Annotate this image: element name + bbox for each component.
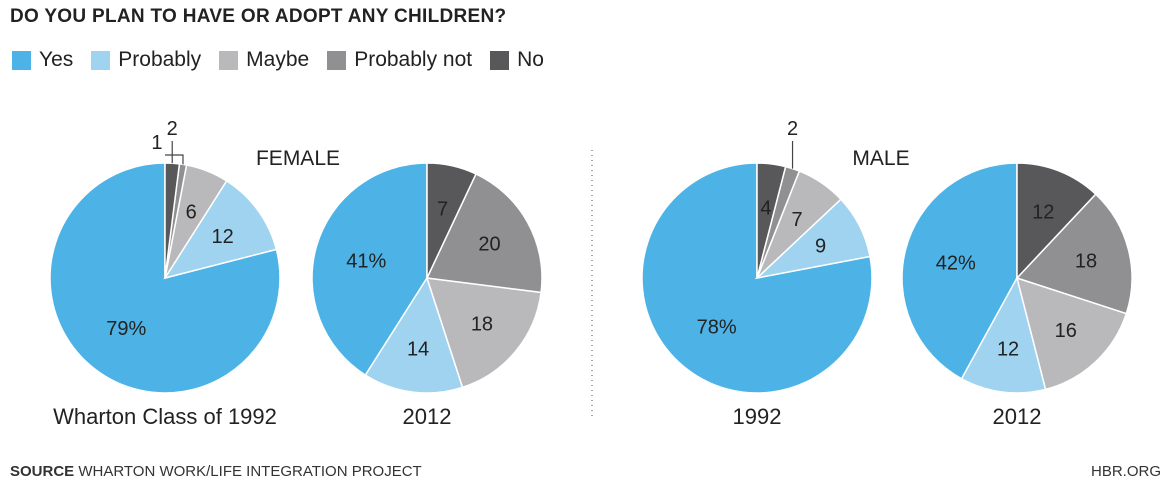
- pie3-label-0: 78%: [697, 317, 737, 339]
- pie2-slice-probably-not: [425, 172, 543, 294]
- pie4-label-4: 12: [1032, 202, 1054, 224]
- pie4-slice-no: [1016, 162, 1097, 280]
- pie4-label-3: 18: [1075, 250, 1097, 272]
- source-label: SOURCE: [10, 463, 75, 480]
- legend-label-no: No: [517, 48, 544, 71]
- pie1-leader-line-3: [164, 154, 184, 165]
- legend-label-yes: Yes: [39, 48, 74, 71]
- pie3-caption: 1992: [733, 404, 782, 429]
- legend-item-no: No: [490, 48, 544, 72]
- legend-swatch-yes: [12, 50, 31, 70]
- pie4-slice-yes: [901, 162, 1018, 380]
- pie4-slice-probably-not: [1015, 193, 1133, 315]
- pie1-slice-yes: [49, 162, 281, 394]
- pie2-slice-no: [426, 162, 477, 279]
- source-text: WHARTON WORK/LIFE INTEGRATION PROJECT: [78, 463, 422, 480]
- credit: HBR.ORG: [1090, 463, 1161, 480]
- pie2-slice-maybe: [425, 277, 542, 389]
- legend-label-probably: Probably: [118, 48, 202, 71]
- pie3-label-4: 4: [760, 197, 771, 219]
- pie2-label-4: 7: [437, 198, 448, 220]
- pie2-label-3: 20: [478, 234, 500, 256]
- pie4-label-1: 12: [997, 339, 1019, 361]
- legend-item-maybe: Maybe: [219, 48, 309, 72]
- legend-swatch-probably-not: [327, 50, 347, 70]
- pie4-caption: 2012: [993, 404, 1042, 429]
- pie2-label-2: 18: [471, 313, 493, 335]
- pie4-slice-probably: [960, 275, 1047, 394]
- legend-item-yes: Yes: [12, 48, 73, 72]
- pie3-slice-no: [756, 162, 787, 279]
- pie1-label-1: 12: [212, 226, 234, 248]
- legend: Yes Probably Maybe Probably not No: [12, 48, 562, 72]
- pie2-label-1: 14: [407, 339, 429, 361]
- pie4-label-0: 42%: [936, 252, 976, 274]
- legend-swatch-no: [490, 50, 510, 70]
- pie2-slice-probably: [364, 276, 464, 394]
- pie2-label-0: 41%: [346, 250, 386, 272]
- pie3-label-1: 9: [815, 236, 826, 258]
- group-label-male: MALE: [852, 147, 909, 170]
- legend-swatch-maybe: [219, 50, 239, 70]
- legend-item-probably-not: Probably not: [327, 48, 472, 72]
- pie4-slice-maybe: [1015, 276, 1128, 391]
- pie1-label-0: 79%: [106, 318, 146, 340]
- pie1-slice-probably: [163, 179, 278, 280]
- pie1-label-4: 2: [167, 118, 178, 140]
- group-label-female: FEMALE: [256, 147, 340, 170]
- chart-title: DO YOU PLAN TO HAVE OR ADOPT ANY CHILDRE…: [10, 6, 507, 27]
- legend-label-maybe: Maybe: [246, 48, 310, 71]
- source-note: SOURCE WHARTON WORK/LIFE INTEGRATION PRO…: [10, 463, 422, 480]
- pie1-slice-no: [164, 162, 181, 279]
- pie1-label-3: 1: [151, 132, 162, 154]
- pie4-label-2: 16: [1055, 320, 1077, 342]
- legend-label-probably-not: Probably not: [354, 48, 473, 71]
- pie1-label-2: 6: [186, 202, 197, 224]
- pie3-label-3: 2: [787, 118, 798, 140]
- pie1-caption: Wharton Class of 1992: [53, 404, 277, 429]
- legend-swatch-probably: [91, 50, 111, 70]
- pie2-caption: 2012: [403, 404, 452, 429]
- legend-item-probably: Probably: [91, 48, 201, 72]
- pie3-label-2: 7: [792, 209, 803, 231]
